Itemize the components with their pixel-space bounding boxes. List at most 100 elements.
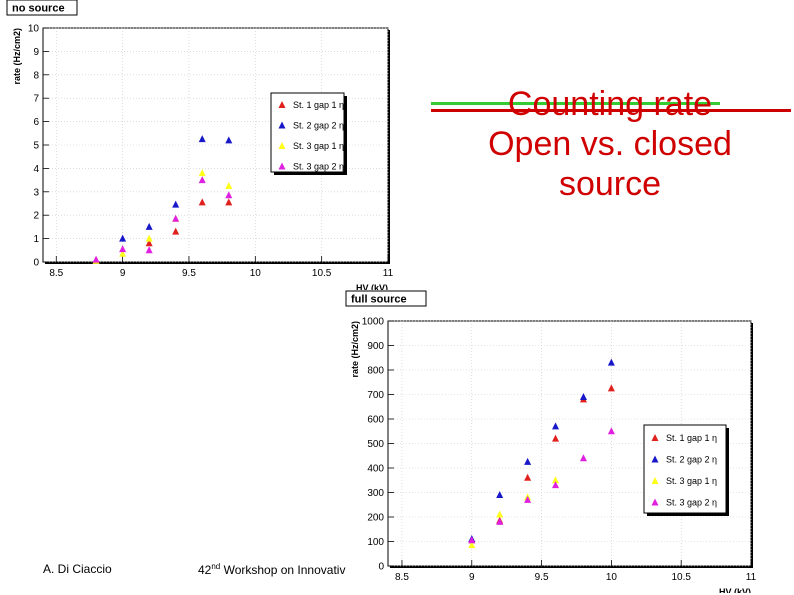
y-axis-label: rate (Hz/cm2)	[350, 321, 360, 378]
data-point-series-1	[607, 384, 615, 392]
data-point-series-2	[579, 392, 587, 400]
data-point-series-2	[552, 422, 560, 430]
data-point-series-4	[552, 481, 560, 489]
y-tick-label: 900	[367, 341, 384, 352]
y-tick-label: 9	[33, 47, 39, 58]
legend-label-1: St. 1 gap 1 η	[666, 433, 717, 443]
y-tick-label: 0	[33, 258, 39, 269]
data-point-series-2	[172, 200, 180, 208]
no-source-chart: no source 8.5 9 9.5 10 10.5 11 0 1 2 3 4 5 6 7 8 9 10 HV (…	[6, 0, 394, 290]
footer-event-name: Workshop on Innovativ	[220, 563, 346, 577]
data-point-series-4	[172, 214, 180, 222]
red-accent-line	[431, 109, 791, 112]
legend-marker-4	[651, 498, 659, 506]
y-tick-label: 800	[367, 366, 384, 377]
y-tick-label: 1000	[362, 317, 385, 328]
x-tick-label: 10	[250, 268, 262, 279]
footer-event-number: 42	[198, 563, 212, 577]
x-tick-label: 10	[606, 572, 618, 583]
data-point-series-1	[524, 473, 532, 481]
x-tick-label: 9	[120, 268, 126, 279]
data-point-series-4	[496, 517, 504, 525]
data-point-series-2	[198, 135, 206, 143]
y-tick-label: 6	[33, 117, 39, 128]
data-point-series-3	[496, 510, 504, 518]
data-point-series-4	[198, 176, 206, 184]
y-tick-label: 7	[33, 94, 39, 105]
x-tick-label: 10.5	[671, 572, 691, 583]
data-point-series-2	[225, 136, 233, 144]
data-point-series-1	[552, 434, 560, 442]
y-tick-label: 300	[367, 488, 384, 499]
y-tick-label: 400	[367, 464, 384, 475]
legend-marker-2	[651, 455, 659, 463]
data-point-series-2	[607, 358, 615, 366]
legend-label-1: St. 1 gap 1 η	[293, 100, 344, 110]
data-point-series-3	[145, 234, 153, 242]
footer-author: A. Di Ciaccio	[43, 562, 112, 576]
y-tick-label: 500	[367, 439, 384, 450]
legend-label-3: St. 3 gap 1 η	[293, 141, 344, 151]
data-point-series-4	[225, 191, 233, 199]
headline-line-3: source	[558, 165, 662, 203]
x-tick-label: 9	[469, 572, 475, 583]
headline-line-2: Open vs. closed	[488, 125, 732, 163]
full-source-chart: full source 8.5 9 9.5 10 10.5 11 0 100 200 300 400 5…	[345, 290, 757, 593]
data-point-series-4	[468, 536, 476, 544]
legend-label-4: St. 3 gap 2 η	[293, 162, 344, 172]
data-point-series-4	[119, 245, 127, 253]
data-point-series-3	[468, 541, 476, 549]
slide-headline: Counting rate Open vs. closed source	[430, 84, 790, 204]
y-tick-label: 3	[33, 187, 39, 198]
legend-marker-3	[651, 477, 659, 484]
y-tick-label: 200	[367, 513, 384, 524]
data-point-series-3	[119, 249, 127, 257]
data-point-series-4	[524, 495, 532, 503]
y-tick-label: 5	[33, 141, 39, 152]
y-tick-label: 1	[33, 234, 39, 245]
data-point-series-3	[225, 181, 233, 189]
data-point-series-2	[119, 234, 127, 242]
x-tick-label: 9.5	[535, 572, 549, 583]
y-tick-label: 100	[367, 537, 384, 548]
x-axis-label: HV (kV)	[356, 283, 388, 290]
chart-title-box	[345, 290, 427, 307]
legend-label-4: St. 3 gap 2 η	[666, 498, 717, 508]
chart-title-box	[6, 0, 78, 16]
y-tick-label: 0	[378, 562, 384, 573]
chart-title: no source	[12, 3, 65, 15]
footer-event: 42nd Workshop on Innovativ	[198, 562, 345, 577]
data-point-series-4	[92, 255, 100, 263]
data-point-series-4	[607, 427, 615, 435]
y-tick-label: 700	[367, 390, 384, 401]
y-tick-label: 600	[367, 415, 384, 426]
data-point-series-1	[145, 239, 153, 247]
x-tick-label: 11	[383, 268, 394, 279]
x-tick-label: 11	[746, 572, 757, 583]
legend-label-2: St. 2 gap 2 η	[293, 121, 344, 131]
legend-marker-3	[278, 142, 286, 149]
y-tick-label: 2	[33, 211, 39, 222]
data-point-series-2	[145, 222, 153, 230]
x-axis-label: HV (kV)	[719, 587, 751, 593]
data-point-series-3	[552, 476, 560, 484]
legend-marker-2	[278, 121, 286, 129]
legend-marker-4	[278, 162, 286, 170]
x-tick-label: 8.5	[395, 572, 409, 583]
chart-title: full source	[351, 294, 407, 306]
x-tick-label: 9.5	[182, 268, 196, 279]
legend-marker-1	[651, 434, 659, 441]
data-point-series-1	[172, 227, 180, 235]
x-tick-label: 10.5	[312, 268, 332, 279]
y-tick-label: 4	[33, 164, 39, 175]
data-point-series-3	[198, 169, 206, 177]
data-point-series-2	[524, 457, 532, 465]
y-tick-label: 10	[28, 24, 40, 35]
legend-marker-1	[278, 101, 286, 108]
footer-event-suffix: nd	[211, 562, 221, 571]
data-point-series-4	[579, 454, 587, 462]
data-point-series-4	[145, 246, 153, 254]
data-point-series-1	[198, 198, 206, 206]
headline-line-1: Counting rate	[507, 85, 713, 123]
y-axis-label: rate (Hz/cm2)	[12, 28, 22, 85]
